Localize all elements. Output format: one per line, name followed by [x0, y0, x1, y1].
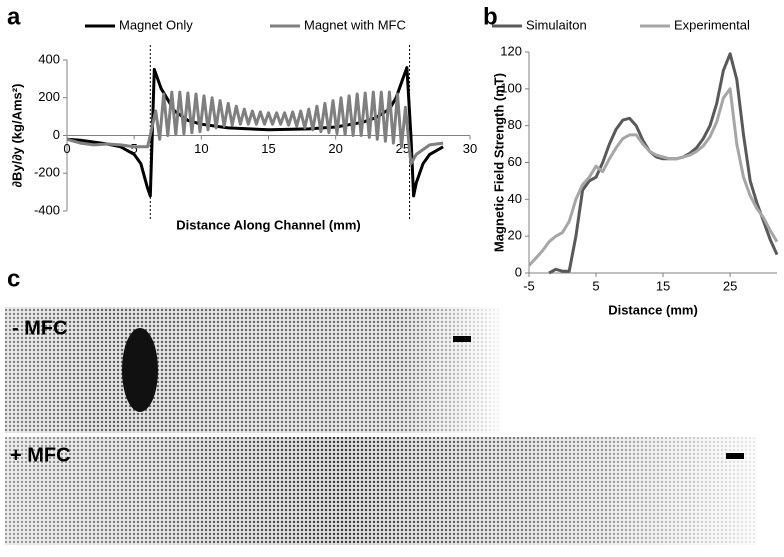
y-tick-label: 120 — [500, 43, 522, 58]
x-axis-label: Distance Along Channel (mm) — [176, 217, 360, 232]
x-axis-label: Distance (mm) — [608, 302, 698, 317]
panel-label: a — [7, 3, 21, 30]
y-tick-label: -400 — [34, 202, 60, 217]
data-line — [527, 87, 779, 267]
x-tick-label: -5 — [523, 278, 535, 293]
y-tick-label: 40 — [508, 191, 522, 206]
y-tick-label: 100 — [500, 80, 522, 95]
y-tick-label: 60 — [508, 154, 522, 169]
x-tick-label: 5 — [131, 141, 138, 156]
y-tick-label: -200 — [34, 165, 60, 180]
y-axis-label: Magnetic Field Strength (mT) — [491, 73, 506, 252]
y-tick-label: 400 — [38, 51, 60, 66]
y-tick-label: 20 — [508, 228, 522, 243]
x-tick-label: 20 — [328, 141, 342, 156]
x-tick-label: 25 — [723, 278, 737, 293]
legend-label: Magnet Only — [119, 17, 193, 32]
image-plus-mfc — [5, 437, 757, 545]
x-tick-label: 15 — [261, 141, 275, 156]
image-minus-mfc — [5, 307, 500, 433]
legend-label: Simulaiton — [526, 17, 587, 32]
y-tick-label: 0 — [515, 264, 522, 279]
data-line — [66, 66, 444, 198]
x-tick-label: 10 — [194, 141, 208, 156]
y-tick-label: 200 — [38, 89, 60, 104]
x-tick-label: 25 — [396, 141, 410, 156]
image-label: - MFC — [12, 317, 68, 339]
x-tick-label: 15 — [656, 278, 670, 293]
image-label: + MFC — [10, 444, 71, 466]
legend-label: Experimental — [674, 17, 750, 32]
data-line — [66, 90, 444, 166]
x-tick-label: 30 — [463, 141, 477, 156]
data-line — [548, 52, 779, 275]
x-tick-label: 5 — [592, 278, 599, 293]
x-tick-label: 0 — [63, 141, 70, 156]
y-tick-label: 0 — [53, 127, 60, 142]
legend-label: Magnet with MFC — [304, 17, 406, 32]
panel-label: c — [7, 265, 20, 292]
panel-label: b — [483, 3, 498, 30]
y-axis-label: ∂By/∂y (kg/Ams²) — [9, 84, 24, 188]
y-tick-label: 80 — [508, 117, 522, 132]
